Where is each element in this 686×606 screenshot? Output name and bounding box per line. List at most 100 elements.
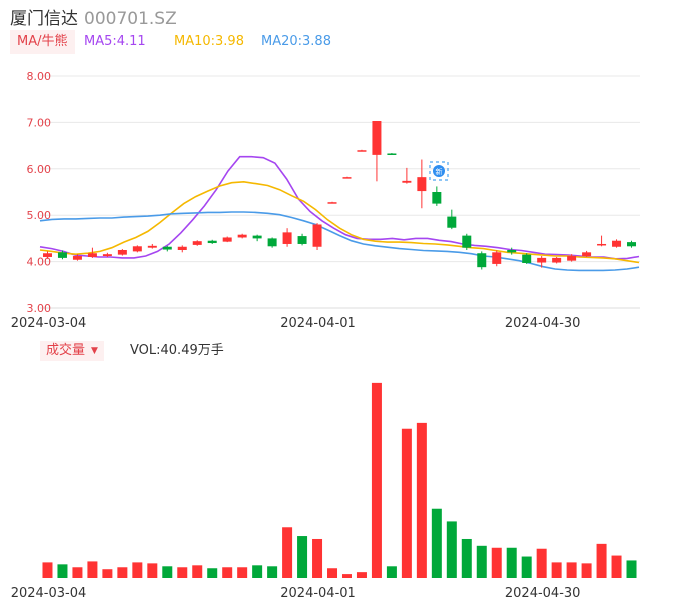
candle bbox=[372, 121, 382, 182]
candle-body bbox=[342, 177, 352, 179]
volume-bar bbox=[566, 562, 577, 578]
candle-body bbox=[312, 224, 322, 247]
ma5-line bbox=[39, 155, 640, 260]
candle-body bbox=[57, 252, 67, 258]
volume-bar bbox=[177, 567, 188, 578]
candle bbox=[42, 251, 52, 259]
volume-bar bbox=[446, 521, 457, 578]
candle-body bbox=[567, 256, 577, 261]
candle bbox=[357, 149, 367, 152]
volume-bar bbox=[207, 568, 218, 578]
price-tick-label: 3.00 bbox=[27, 302, 52, 315]
ma-indicator-button[interactable]: MA/牛熊 bbox=[10, 30, 75, 54]
candle bbox=[387, 153, 397, 155]
price-tick-label: 6.00 bbox=[27, 163, 52, 176]
event-marker-icon[interactable]: 新 bbox=[429, 161, 449, 181]
candle bbox=[192, 240, 202, 246]
candle bbox=[117, 249, 127, 256]
candle bbox=[132, 245, 142, 253]
volume-bar bbox=[581, 563, 592, 578]
volume-value: VOL:40.49万手 bbox=[130, 343, 224, 358]
volume-bar bbox=[87, 561, 98, 578]
price-tick-label: 4.00 bbox=[27, 256, 52, 269]
svg-text:新: 新 bbox=[436, 167, 443, 176]
volume-bar bbox=[596, 543, 607, 578]
volume-bar bbox=[356, 572, 367, 578]
volume-indicator-button[interactable]: 成交量 ▼ bbox=[40, 341, 104, 361]
volume-bar bbox=[341, 574, 352, 578]
volume-bar bbox=[282, 527, 293, 578]
candle bbox=[207, 239, 217, 244]
volume-bar bbox=[551, 562, 562, 578]
volume-date-tick: 2024-04-30 bbox=[505, 586, 581, 601]
volume-bar bbox=[611, 555, 622, 578]
candle-body bbox=[252, 235, 262, 239]
candle bbox=[147, 243, 157, 249]
candle-body bbox=[582, 252, 592, 257]
volume-bar bbox=[117, 567, 128, 578]
candle-body bbox=[522, 254, 532, 263]
candle bbox=[267, 237, 277, 248]
volume-bar bbox=[476, 545, 487, 578]
candle bbox=[237, 233, 247, 239]
candle-body bbox=[162, 246, 172, 250]
candle bbox=[447, 209, 457, 230]
stock-name: 厦门信达 bbox=[10, 9, 78, 29]
candle-body bbox=[207, 240, 217, 244]
volume-bar bbox=[416, 422, 427, 578]
candle-body bbox=[597, 243, 607, 246]
candle-body bbox=[627, 242, 637, 247]
candle bbox=[492, 250, 502, 267]
volume-bar bbox=[102, 569, 113, 578]
volume-bars bbox=[42, 382, 637, 578]
volume-bar bbox=[401, 428, 412, 578]
candle-body bbox=[507, 250, 517, 253]
volume-bar bbox=[386, 566, 397, 578]
candle bbox=[57, 250, 67, 260]
candle bbox=[252, 234, 262, 242]
volume-bar bbox=[371, 382, 382, 578]
candle-body bbox=[552, 257, 562, 263]
candle-body bbox=[417, 177, 427, 192]
candle-body bbox=[357, 150, 367, 152]
candle bbox=[297, 233, 307, 246]
ma-lines bbox=[39, 155, 640, 272]
candle bbox=[537, 256, 547, 268]
volume-bar bbox=[312, 538, 323, 578]
price-axis: 3.00 4.00 5.00 6.00 7.00 8.00 bbox=[27, 70, 52, 315]
volume-bar bbox=[431, 508, 442, 578]
candle bbox=[582, 250, 592, 257]
candle bbox=[522, 253, 532, 264]
candle bbox=[177, 245, 187, 253]
candle bbox=[222, 236, 232, 243]
candle bbox=[507, 247, 517, 255]
candle-body bbox=[447, 216, 457, 228]
candle bbox=[432, 186, 442, 206]
candle bbox=[462, 233, 472, 250]
candle-body bbox=[132, 246, 142, 252]
volume-bar bbox=[506, 547, 517, 578]
candle-body bbox=[537, 257, 547, 263]
candle-body bbox=[432, 192, 442, 204]
volume-bar bbox=[162, 566, 173, 578]
candle bbox=[612, 239, 622, 248]
candle-body bbox=[42, 253, 52, 257]
volume-bar bbox=[327, 568, 338, 578]
volume-bar bbox=[132, 562, 143, 578]
candle bbox=[312, 223, 322, 250]
candle-body bbox=[387, 153, 397, 155]
volume-bar bbox=[297, 536, 308, 578]
candle-body bbox=[327, 202, 337, 204]
candle-body bbox=[282, 232, 292, 244]
candle-body bbox=[372, 121, 382, 155]
volume-bar bbox=[57, 564, 68, 578]
price-tick-label: 8.00 bbox=[27, 70, 52, 83]
volume-bar bbox=[491, 547, 502, 578]
candle bbox=[72, 254, 82, 261]
candle bbox=[282, 228, 292, 247]
volume-bar bbox=[536, 548, 547, 578]
candle bbox=[327, 201, 337, 204]
candle-body bbox=[192, 241, 202, 245]
candle-body bbox=[222, 237, 232, 242]
